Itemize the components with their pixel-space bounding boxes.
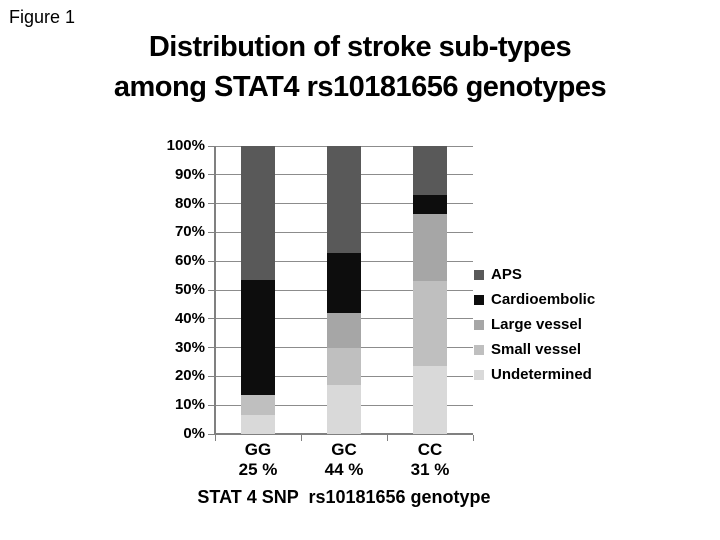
y-tick-label: 10% [174, 396, 205, 414]
x-tick-mark [300, 435, 302, 441]
y-tick-mark [208, 145, 215, 147]
bar-segment-large-vessel [327, 313, 361, 348]
y-tick-label: 40% [174, 309, 205, 327]
y-tick-mark [208, 203, 215, 205]
y-axis-line [214, 146, 216, 434]
bar-segment-small-vessel [413, 281, 447, 367]
x-axis-title: STAT 4 SNP rs10181656 genotype [197, 487, 491, 507]
category-label: GG 25 % [215, 440, 301, 480]
y-tick-mark [208, 375, 215, 377]
legend-swatch-icon [474, 344, 484, 355]
chart-title: Distribution of stroke sub-types among S… [0, 27, 720, 107]
y-tick-mark [208, 404, 215, 406]
chart-title-line1: Distribution of stroke sub-types [148, 31, 572, 63]
y-tick-label: 80% [174, 194, 205, 212]
y-tick-label: 90% [174, 165, 205, 183]
category-label: GC 44 % [301, 440, 387, 480]
category-frequency: 31 % [410, 460, 450, 479]
y-tick-label: 100% [166, 137, 205, 154]
y-tick-mark [208, 231, 215, 233]
legend-swatch-icon [474, 269, 484, 280]
legend-item: Cardioembolic [474, 287, 595, 312]
x-axis-line [215, 433, 473, 435]
bar-segment-large-vessel [413, 213, 447, 282]
legend-label: Large vessel [491, 316, 582, 333]
bar-segment-undetermined [327, 385, 361, 434]
legend-label: APS [491, 266, 522, 283]
category-frequency: 25 % [238, 460, 278, 479]
legend-label: Small vessel [491, 341, 582, 358]
y-tick-mark [208, 318, 215, 320]
legend-label: Cardioembolic [491, 291, 596, 308]
bar-segment-aps [327, 146, 361, 253]
legend-swatch-icon [474, 294, 484, 305]
legend-label: Undetermined [491, 366, 592, 383]
category-genotype: GC [331, 440, 357, 459]
y-tick-label: 50% [174, 281, 205, 298]
category-label: CC 31 % [387, 440, 473, 480]
bar-segment-small-vessel [327, 347, 361, 386]
y-tick-label: 20% [174, 367, 205, 385]
legend-item: Undetermined [474, 362, 595, 387]
bar-segment-cardioembolic [413, 194, 447, 214]
x-tick-mark [386, 435, 388, 441]
bar-segment-cardioembolic [241, 279, 275, 396]
bar-segment-cardioembolic [327, 252, 361, 314]
category-frequency: 44 % [324, 460, 364, 479]
category-genotype: CC [417, 440, 443, 459]
legend-swatch-icon [474, 319, 484, 330]
y-tick-mark [208, 174, 215, 176]
y-tick-mark [208, 433, 215, 435]
bar-segment-aps [413, 146, 447, 195]
bar-segment-undetermined [413, 366, 447, 434]
x-tick-mark [472, 435, 474, 441]
figure-label: Figure 1 [9, 7, 76, 27]
legend-swatch-icon [474, 369, 484, 380]
bar-segment-aps [241, 146, 275, 280]
x-tick-mark [214, 435, 216, 441]
y-tick-label: 0% [183, 425, 205, 442]
y-tick-label: 70% [174, 223, 205, 241]
legend-item: Small vessel [474, 337, 595, 362]
legend-item: Large vessel [474, 312, 595, 337]
chart-title-line2: among STAT4 rs10181656 genotypes [113, 71, 607, 103]
category-genotype: GG [244, 440, 272, 459]
y-tick-mark [208, 289, 215, 291]
y-tick-mark [208, 260, 215, 262]
chart-legend: APS Cardioembolic Large vessel Small vessel… [474, 262, 595, 387]
bar-segment-small-vessel [241, 395, 275, 416]
y-tick-label: 30% [174, 338, 205, 356]
y-tick-mark [208, 347, 215, 349]
bar-segment-undetermined [241, 415, 275, 434]
legend-item: APS [474, 262, 595, 287]
y-tick-label: 60% [174, 252, 205, 270]
